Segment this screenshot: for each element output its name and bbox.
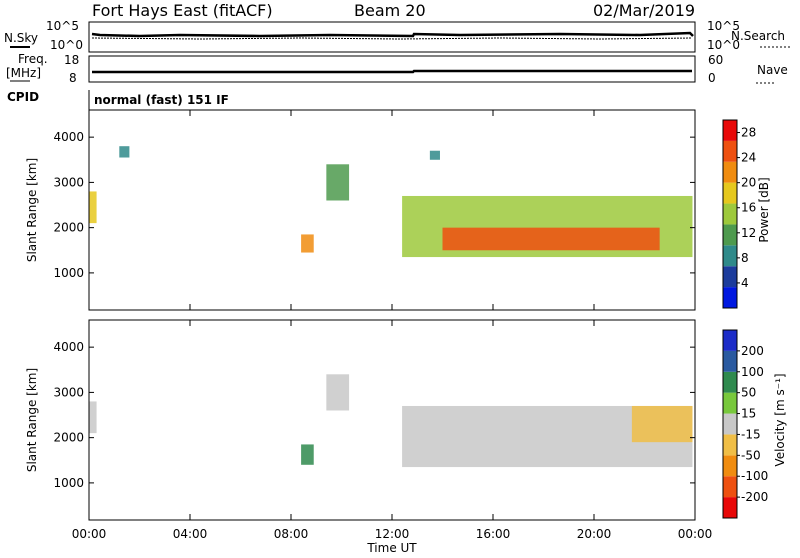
scatter-region-0-2 (301, 234, 314, 253)
colorbar-tick-label: -100 (741, 469, 768, 483)
colorbar-swatch (723, 497, 737, 518)
x-tick-label: 04:00 (173, 527, 208, 541)
colorbar-swatch (723, 161, 737, 183)
colorbar-tick-label: 12 (741, 226, 756, 240)
scatter-region-0-3 (326, 164, 350, 201)
cpid-value: normal (fast) 151 IF (94, 93, 229, 107)
velocity-y-ticks: 1000 2000 3000 4000 (53, 340, 695, 490)
scatter-region-1-0 (89, 401, 97, 434)
velocity-ylabel: Slant Range [km] (25, 368, 39, 472)
colorbar-swatch (723, 392, 737, 414)
x-tick-label: 08:00 (274, 527, 309, 541)
scatter-region-1-1 (301, 444, 314, 465)
power-ylabel: Slant Range [km] (25, 158, 39, 262)
colorbar-swatch (723, 434, 737, 456)
colorbar-tick-label: 4 (741, 276, 749, 290)
freq-panel-frame (88, 55, 696, 83)
beam-title: Beam 20 (354, 1, 426, 20)
power-colorbar-label: Power [dB] (757, 177, 771, 242)
velocity-colorbar-label: Velocity [m s⁻¹] (773, 373, 787, 466)
scatter-region-0-1 (119, 146, 130, 158)
nsky-panel-frame (88, 21, 696, 53)
colorbar-tick-label: 24 (741, 151, 756, 165)
freq-tick-bottom: 8 (69, 71, 77, 85)
nsearch-trace (91, 37, 693, 40)
power-colorbar: 4 8 12 16 20 24 28 (722, 119, 756, 309)
colorbar-frame (722, 329, 738, 519)
colorbar-tick-label: 8 (741, 251, 749, 265)
colorbar-swatch (723, 245, 737, 267)
colorbar-tick-label: -15 (741, 427, 761, 441)
nsky-tick-bottom: 10^0 (50, 38, 83, 52)
x-axis-ticks: 00:00 04:00 08:00 12:00 16:00 20:00 00:00 (72, 110, 713, 541)
colorbar-swatch (723, 182, 737, 204)
colorbar-swatch (723, 371, 737, 393)
colorbar-tick-label: -200 (741, 490, 768, 504)
y-tick-label: 3000 (53, 175, 84, 189)
x-tick-label: 12:00 (375, 527, 410, 541)
x-tick-label: 16:00 (476, 527, 511, 541)
colorbar-swatch (723, 455, 737, 477)
cpid-label: CPID (7, 90, 39, 104)
scatter-region-1-4 (631, 405, 693, 443)
y-tick-label: 2000 (53, 221, 84, 235)
x-tick-label: 00:00 (72, 527, 107, 541)
freq-trace (92, 69, 692, 74)
freq-label: Freq. (18, 52, 48, 66)
nsearch-label: N.Search (731, 29, 785, 43)
y-tick-label: 3000 (53, 385, 84, 399)
colorbar-swatch (723, 266, 737, 288)
colorbar-swatch (723, 224, 737, 246)
velocity-colorbar: 200 100 50 15 -15 -50 -100 -200 (722, 329, 768, 519)
colorbar-tick-label: 28 (741, 126, 756, 140)
colorbar-tick-label: 20 (741, 176, 756, 190)
nsky-trace (91, 31, 694, 38)
freq-tick-top: 18 (64, 53, 79, 67)
colorbar-swatch (723, 287, 737, 308)
power-panel (89, 146, 693, 258)
colorbar-swatch (723, 120, 737, 141)
colorbar-tick-label: 16 (741, 201, 756, 215)
nsky-label: N.Sky (4, 31, 38, 45)
x-axis-label: Time UT (366, 541, 417, 554)
nave-tick-top: 60 (708, 53, 723, 67)
y-tick-label: 2000 (53, 431, 84, 445)
scatter-region-0-5 (442, 227, 660, 251)
freq-unit: [MHz] (6, 66, 41, 80)
colorbar-swatch (723, 330, 737, 351)
station-title: Fort Hays East (fitACF) (92, 1, 273, 20)
colorbar-swatch (723, 350, 737, 372)
velocity-panel (89, 374, 693, 468)
nsky-tick-top: 10^5 (46, 19, 79, 33)
x-tick-label: 00:00 (678, 527, 713, 541)
colorbar-tick-label: 200 (741, 344, 764, 358)
scatter-region-0-0 (89, 191, 97, 224)
colorbar-tick-label: -50 (741, 448, 761, 462)
scatter-region-0-6 (429, 150, 440, 160)
colorbar-tick-label: 15 (741, 407, 756, 421)
colorbar-tick-label: 100 (741, 365, 764, 379)
power-y-ticks: 1000 2000 3000 4000 (53, 130, 695, 280)
colorbar-tick-label: 50 (741, 386, 756, 400)
y-tick-label: 1000 (53, 266, 84, 280)
colorbar-swatch (723, 413, 737, 435)
y-tick-label: 4000 (53, 130, 84, 144)
nsearch-tick-bottom: 10^0 (707, 38, 740, 52)
y-tick-label: 1000 (53, 476, 84, 490)
x-tick-label: 20:00 (577, 527, 612, 541)
date-title: 02/Mar/2019 (593, 1, 695, 20)
scatter-region-1-2 (326, 374, 350, 411)
colorbar-swatch (723, 140, 737, 162)
nave-tick-bottom: 0 (708, 71, 716, 85)
y-tick-label: 4000 (53, 340, 84, 354)
nsearch-tick-top: 10^5 (707, 19, 740, 33)
colorbar-frame (722, 119, 738, 309)
colorbar-swatch (723, 203, 737, 225)
nave-label: Nave (757, 63, 788, 77)
colorbar-swatch (723, 476, 737, 498)
